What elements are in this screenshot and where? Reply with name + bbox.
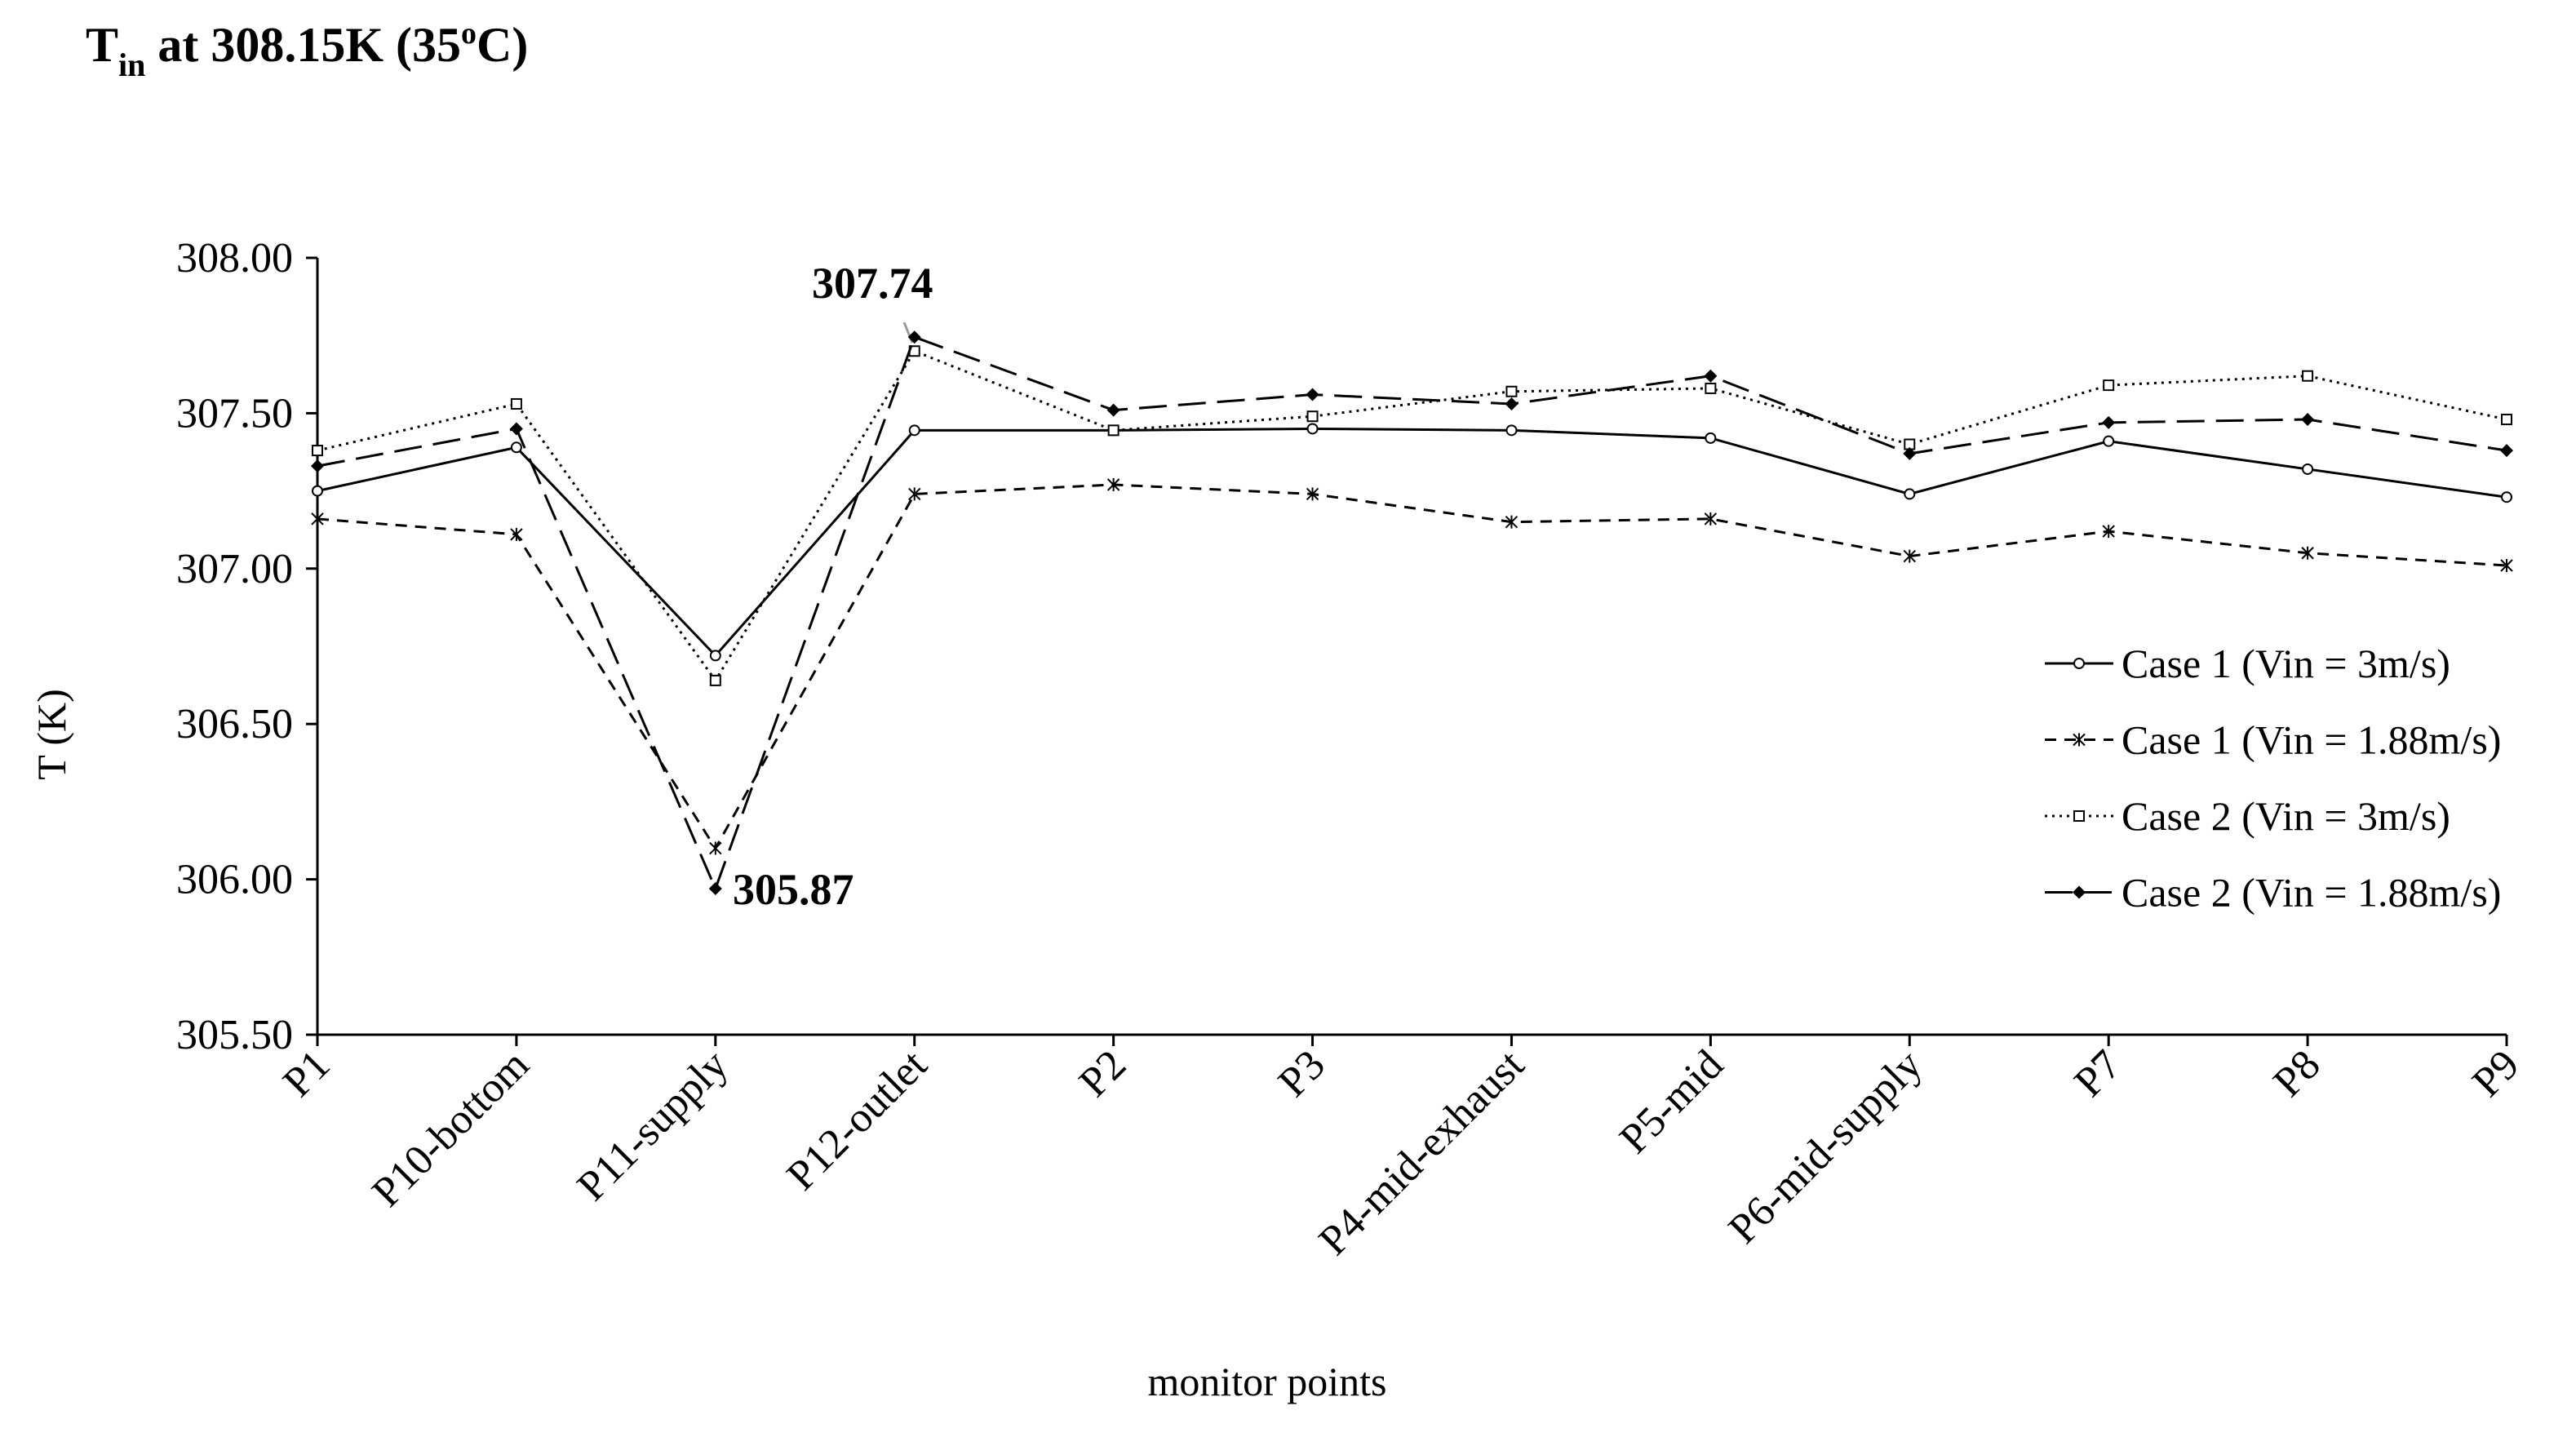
data-point — [2302, 463, 2314, 475]
data-point — [1505, 515, 1519, 529]
x-tick-label: P10-bottom — [363, 1041, 538, 1216]
x-tick-label: P5-mid — [1611, 1041, 1732, 1163]
data-point — [2103, 379, 2115, 392]
data-point — [2103, 435, 2115, 447]
legend-label: Case 2 (Vin = 1.88m/s) — [2122, 870, 2501, 916]
legend-label: Case 1 (Vin = 3m/s) — [2122, 641, 2450, 686]
x-axis-label: monitor points — [1147, 1359, 1386, 1404]
data-point — [2102, 525, 2115, 539]
data-point — [1107, 424, 1120, 437]
data-point — [509, 422, 523, 436]
data-point — [510, 397, 522, 410]
data-point — [1306, 423, 1319, 435]
data-point — [1505, 397, 1519, 410]
data-point — [311, 512, 324, 526]
data-point — [2500, 444, 2513, 458]
annotation: 305.87 — [733, 865, 854, 914]
data-point — [2501, 491, 2512, 503]
data-point — [2501, 414, 2512, 426]
x-tick-label: P9 — [2463, 1041, 2528, 1106]
legend-label: Case 2 (Vin = 3m/s) — [2122, 793, 2450, 839]
x-tick-label: P12-outlet — [778, 1041, 937, 1200]
data-point — [2301, 546, 2314, 560]
legend-label: Case 1 (Vin = 1.88m/s) — [2122, 717, 2501, 763]
data-point — [311, 459, 324, 473]
data-point — [312, 485, 323, 497]
data-point — [1903, 446, 1917, 460]
series-line — [317, 427, 2507, 658]
data-point — [709, 841, 722, 855]
y-tick-label: 307.50 — [176, 390, 293, 437]
data-point — [709, 674, 721, 686]
y-tick-label: 306.50 — [176, 701, 293, 747]
x-tick-label: P4-mid-exhaust — [1310, 1041, 1534, 1265]
y-tick-label: 305.50 — [176, 1012, 293, 1058]
title-sup: o — [461, 16, 477, 51]
data-point — [2500, 558, 2513, 572]
data-point — [1903, 549, 1916, 563]
legend-marker — [2073, 810, 2085, 822]
legend-marker — [2073, 658, 2085, 669]
title-part: at 308.15K (35 — [145, 18, 461, 72]
data-point — [908, 424, 920, 437]
data-point — [1306, 410, 1319, 423]
x-tick-label: P11-supply — [569, 1041, 737, 1209]
data-point — [312, 445, 323, 457]
x-tick-label: P2 — [1071, 1041, 1135, 1106]
title-part: C) — [477, 18, 528, 72]
legend-marker — [2073, 733, 2086, 747]
data-point — [708, 882, 722, 896]
data-point — [510, 527, 523, 541]
x-tick-label: P8 — [2264, 1041, 2329, 1106]
data-point — [1106, 403, 1120, 417]
legend-marker — [2073, 885, 2086, 899]
data-point — [1306, 487, 1319, 501]
data-point — [908, 487, 921, 501]
data-point — [2301, 413, 2315, 427]
x-tick-label: P6-mid-supply — [1720, 1041, 1931, 1253]
x-tick-label: P7 — [2066, 1041, 2130, 1106]
series-line — [317, 349, 2507, 683]
data-point — [2102, 415, 2116, 429]
data-point — [1704, 512, 1718, 526]
data-point — [510, 441, 522, 454]
data-point — [2302, 370, 2314, 382]
data-point — [1704, 369, 1718, 383]
data-point — [1904, 488, 1916, 500]
y-tick-label: 306.00 — [176, 857, 293, 903]
data-point — [709, 650, 721, 662]
title-part: T — [86, 18, 118, 72]
data-point — [1505, 424, 1518, 437]
chart-title: Tin at 308.15K (35oC) — [86, 16, 528, 83]
title-sub: in — [118, 47, 145, 83]
data-point — [1705, 382, 1717, 394]
data-point — [1505, 385, 1518, 397]
series-line — [317, 483, 2507, 851]
x-tick-label: P3 — [1270, 1041, 1334, 1106]
data-point — [1306, 388, 1319, 401]
y-tick-label: 308.00 — [176, 235, 293, 282]
data-point — [1705, 432, 1717, 444]
y-axis-label: T (K) — [29, 689, 74, 780]
annotation: 307.74 — [812, 259, 933, 308]
series-line — [317, 335, 2507, 893]
y-tick-label: 307.00 — [176, 546, 293, 592]
data-point — [907, 330, 921, 344]
data-point — [1106, 477, 1120, 491]
